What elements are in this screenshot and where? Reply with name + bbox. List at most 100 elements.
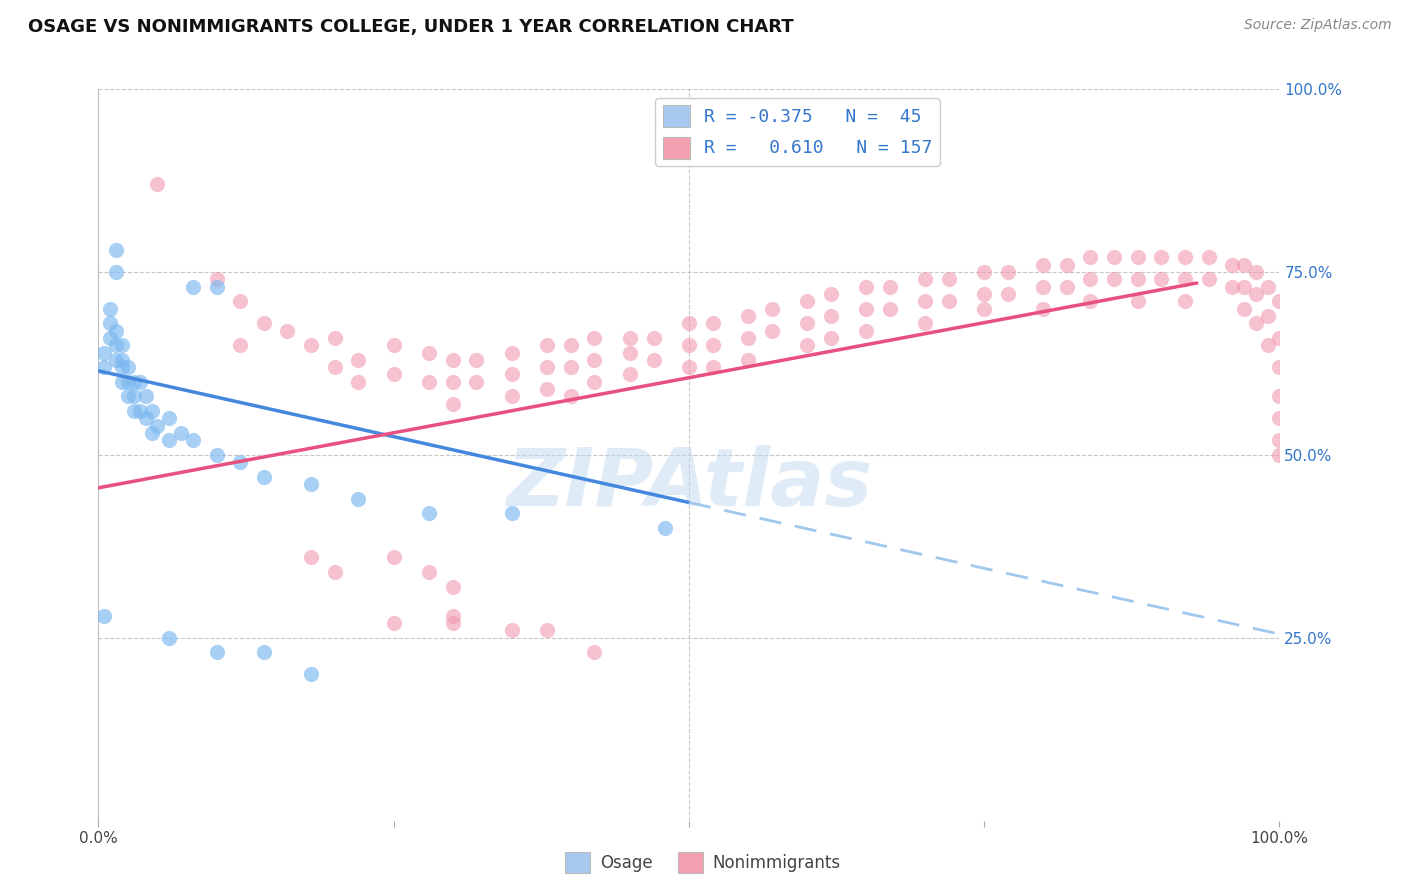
Point [855, 324, 877, 338]
Point [1257, 309, 1279, 323]
Point [1056, 258, 1078, 272]
Point [737, 352, 759, 367]
Point [181, 434, 204, 448]
Point [135, 389, 157, 403]
Point [98, 331, 121, 345]
Point [299, 667, 322, 681]
Point [678, 360, 700, 375]
Point [105, 352, 128, 367]
Point [117, 389, 139, 403]
Point [253, 470, 276, 484]
Point [347, 352, 370, 367]
Point [441, 580, 464, 594]
Point [761, 301, 783, 316]
Point [973, 265, 995, 279]
Legend: R = -0.375   N =  45, R =   0.610   N = 157: R = -0.375 N = 45, R = 0.610 N = 157 [655, 98, 939, 166]
Point [323, 360, 346, 375]
Point [997, 265, 1019, 279]
Point [1268, 411, 1291, 425]
Point [1268, 294, 1291, 309]
Point [93, 360, 115, 375]
Point [702, 316, 724, 330]
Point [347, 375, 370, 389]
Point [1233, 258, 1256, 272]
Point [418, 565, 440, 579]
Point [205, 645, 228, 659]
Point [997, 287, 1019, 301]
Point [441, 616, 464, 631]
Point [1244, 265, 1267, 279]
Point [1244, 316, 1267, 330]
Point [1198, 272, 1220, 286]
Point [181, 279, 204, 293]
Point [1126, 251, 1149, 265]
Point [299, 550, 322, 565]
Point [111, 360, 134, 375]
Point [418, 507, 440, 521]
Point [382, 616, 405, 631]
Point [583, 645, 606, 659]
Point [820, 331, 842, 345]
Point [128, 375, 150, 389]
Point [229, 294, 252, 309]
Point [855, 301, 877, 316]
Point [441, 352, 464, 367]
Point [619, 368, 641, 382]
Point [229, 338, 252, 352]
Point [619, 331, 641, 345]
Point [441, 608, 464, 623]
Point [418, 345, 440, 359]
Point [536, 382, 558, 396]
Legend: Osage, Nonimmigrants: Osage, Nonimmigrants [558, 846, 848, 880]
Point [820, 309, 842, 323]
Point [1080, 294, 1102, 309]
Point [619, 345, 641, 359]
Point [1032, 301, 1054, 316]
Point [122, 404, 145, 418]
Point [111, 375, 134, 389]
Point [111, 338, 134, 352]
Point [702, 338, 724, 352]
Point [973, 301, 995, 316]
Point [1257, 338, 1279, 352]
Point [938, 294, 960, 309]
Point [205, 448, 228, 462]
Point [560, 338, 582, 352]
Point [146, 418, 169, 433]
Point [1126, 272, 1149, 286]
Point [205, 279, 228, 293]
Point [276, 324, 298, 338]
Point [170, 425, 193, 440]
Point [583, 352, 606, 367]
Point [117, 360, 139, 375]
Point [1150, 272, 1173, 286]
Point [820, 287, 842, 301]
Point [678, 316, 700, 330]
Point [105, 243, 128, 257]
Point [1220, 279, 1243, 293]
Point [323, 331, 346, 345]
Point [1257, 279, 1279, 293]
Point [111, 352, 134, 367]
Point [536, 360, 558, 375]
Text: Source: ZipAtlas.com: Source: ZipAtlas.com [1244, 18, 1392, 32]
Point [253, 316, 276, 330]
Point [501, 368, 523, 382]
Text: OSAGE VS NONIMMIGRANTS COLLEGE, UNDER 1 YEAR CORRELATION CHART: OSAGE VS NONIMMIGRANTS COLLEGE, UNDER 1 … [28, 18, 794, 36]
Point [1268, 448, 1291, 462]
Point [141, 425, 163, 440]
Point [382, 368, 405, 382]
Point [1268, 389, 1291, 403]
Point [1080, 251, 1102, 265]
Point [253, 645, 276, 659]
Point [560, 389, 582, 403]
Point [796, 338, 818, 352]
Point [536, 338, 558, 352]
Point [93, 345, 115, 359]
Point [914, 294, 936, 309]
Point [105, 324, 128, 338]
Point [347, 491, 370, 506]
Point [583, 331, 606, 345]
Point [465, 352, 488, 367]
Point [702, 360, 724, 375]
